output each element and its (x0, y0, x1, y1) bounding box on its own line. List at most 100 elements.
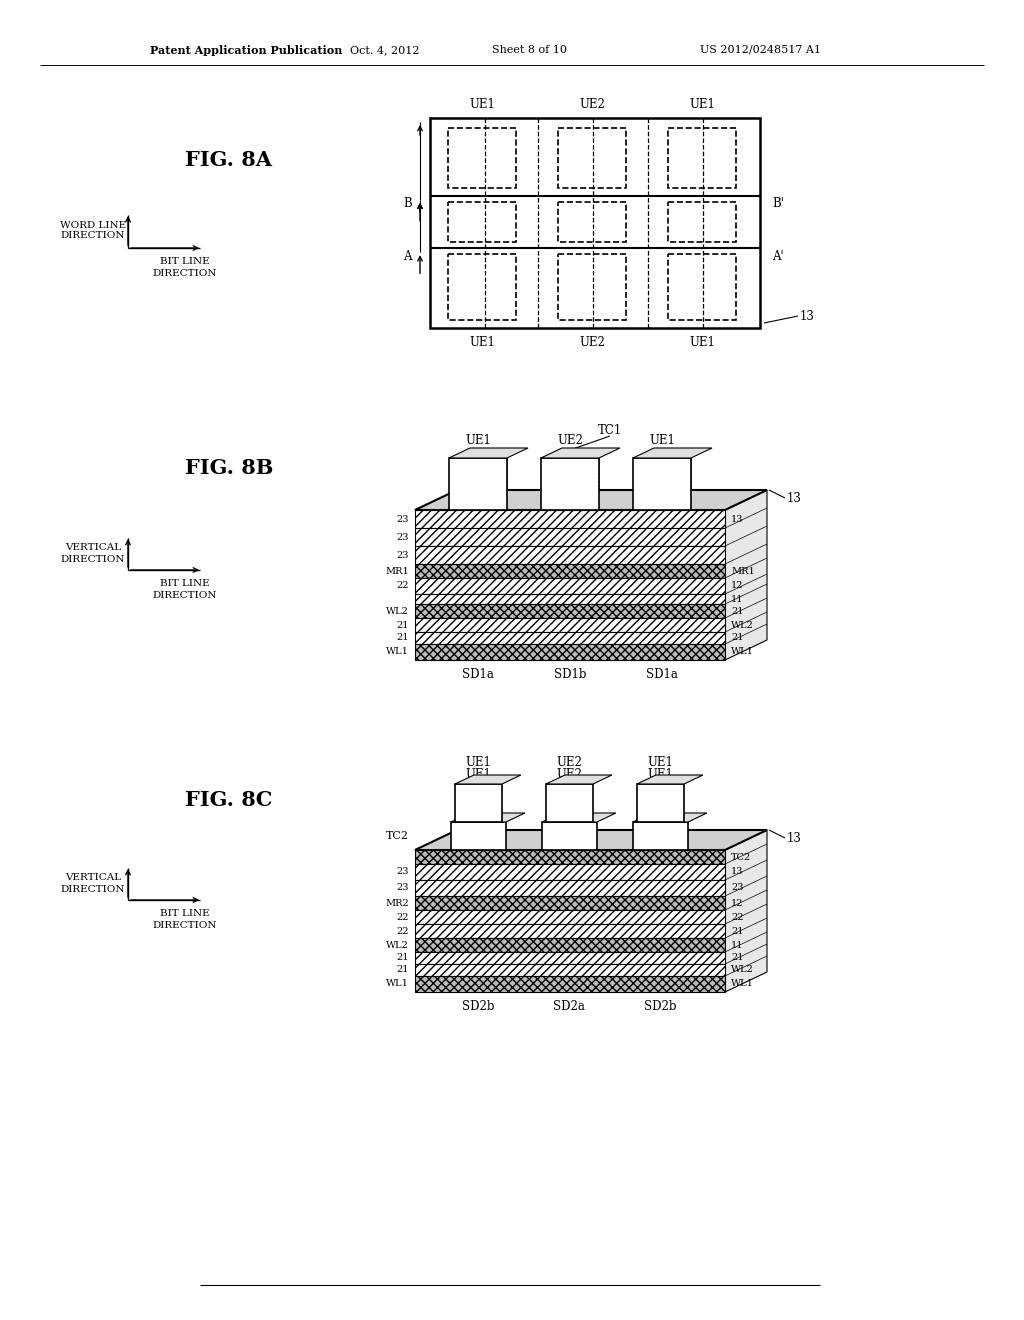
Text: Oct. 4, 2012: Oct. 4, 2012 (350, 45, 420, 55)
Bar (415, 528, 725, 546)
Text: 12: 12 (731, 582, 743, 590)
Text: 21: 21 (396, 620, 409, 630)
Bar (415, 924, 725, 939)
Bar (415, 850, 725, 865)
Text: WL1: WL1 (386, 979, 409, 989)
Bar (430, 117, 760, 327)
Polygon shape (415, 490, 767, 510)
Bar (449, 202, 516, 242)
Text: Sheet 8 of 10: Sheet 8 of 10 (493, 45, 567, 55)
Text: 22: 22 (731, 912, 743, 921)
Bar (415, 952, 725, 964)
Bar (415, 896, 725, 909)
Text: US 2012/0248517 A1: US 2012/0248517 A1 (699, 45, 820, 55)
Polygon shape (546, 775, 612, 784)
Bar (451, 822, 506, 850)
Text: SD2b: SD2b (462, 999, 495, 1012)
Text: 21: 21 (396, 953, 409, 962)
Text: 23: 23 (731, 883, 743, 892)
Text: UE1: UE1 (689, 335, 715, 348)
Bar (415, 510, 725, 528)
Text: MR2: MR2 (385, 899, 409, 908)
Text: SD1b: SD1b (554, 668, 587, 681)
Text: TC1: TC1 (598, 424, 623, 437)
Text: 22: 22 (396, 912, 409, 921)
Text: UE1: UE1 (469, 335, 495, 348)
Text: UE1: UE1 (689, 98, 715, 111)
Bar (415, 909, 725, 924)
Text: DIRECTION: DIRECTION (60, 886, 125, 895)
Text: WL2: WL2 (731, 620, 754, 630)
Text: DIRECTION: DIRECTION (153, 268, 217, 277)
Text: UE1: UE1 (647, 767, 673, 780)
Text: SD1a: SD1a (462, 668, 494, 681)
Polygon shape (633, 447, 712, 458)
Text: DIRECTION: DIRECTION (60, 556, 125, 565)
Bar (415, 564, 725, 578)
Text: 13: 13 (800, 309, 815, 322)
Text: TC2: TC2 (386, 832, 409, 841)
Text: UE1: UE1 (465, 433, 490, 446)
Polygon shape (449, 447, 528, 458)
Polygon shape (541, 447, 620, 458)
Text: 12: 12 (731, 899, 743, 908)
Text: 21: 21 (731, 634, 743, 643)
Polygon shape (637, 775, 702, 784)
Text: WL2: WL2 (386, 940, 409, 949)
Text: WL2: WL2 (386, 606, 409, 615)
Bar (415, 880, 725, 896)
Text: DIRECTION: DIRECTION (60, 231, 125, 240)
Polygon shape (542, 813, 615, 822)
Polygon shape (633, 813, 707, 822)
Text: UE1: UE1 (649, 433, 675, 446)
Text: A': A' (772, 249, 783, 263)
Text: BIT LINE: BIT LINE (160, 909, 210, 919)
Bar (415, 865, 725, 880)
Text: A: A (403, 249, 412, 263)
Polygon shape (725, 490, 767, 660)
Text: WL1: WL1 (731, 648, 754, 656)
Text: MR1: MR1 (385, 566, 409, 576)
Bar (668, 255, 736, 319)
Text: SD1a: SD1a (646, 668, 678, 681)
Text: 23: 23 (396, 515, 409, 524)
Text: UE1: UE1 (465, 767, 490, 780)
Text: 23: 23 (396, 883, 409, 892)
Bar (415, 546, 725, 564)
Text: SD2b: SD2b (644, 999, 676, 1012)
Bar (546, 784, 593, 822)
Text: 22: 22 (396, 927, 409, 936)
Text: UE2: UE2 (579, 98, 605, 111)
Text: DIRECTION: DIRECTION (153, 590, 217, 599)
Bar (633, 458, 691, 510)
Text: 23: 23 (396, 532, 409, 541)
Text: BIT LINE: BIT LINE (160, 257, 210, 267)
Text: UE1: UE1 (469, 98, 495, 111)
Text: SD2a: SD2a (553, 999, 585, 1012)
Text: 21: 21 (731, 927, 743, 936)
Bar (668, 128, 736, 187)
Bar (455, 784, 502, 822)
Bar (415, 594, 725, 605)
Bar (415, 632, 725, 644)
Text: Patent Application Publication: Patent Application Publication (150, 45, 342, 55)
Bar (415, 618, 725, 632)
Text: 21: 21 (731, 953, 743, 962)
Bar (668, 202, 736, 242)
Bar (415, 975, 725, 993)
Text: VERTICAL: VERTICAL (65, 544, 121, 553)
Text: B': B' (772, 197, 784, 210)
Text: FIG. 8B: FIG. 8B (185, 458, 273, 478)
Text: DIRECTION: DIRECTION (153, 920, 217, 929)
Bar (415, 964, 725, 975)
Text: TC2: TC2 (731, 853, 752, 862)
Polygon shape (455, 775, 521, 784)
Polygon shape (415, 830, 767, 850)
Text: 21: 21 (731, 606, 743, 615)
Text: 23: 23 (396, 550, 409, 560)
Bar (558, 202, 626, 242)
Text: WL1: WL1 (386, 648, 409, 656)
Text: 23: 23 (396, 867, 409, 876)
Text: FIG. 8C: FIG. 8C (185, 789, 272, 810)
Text: 11: 11 (731, 940, 743, 949)
